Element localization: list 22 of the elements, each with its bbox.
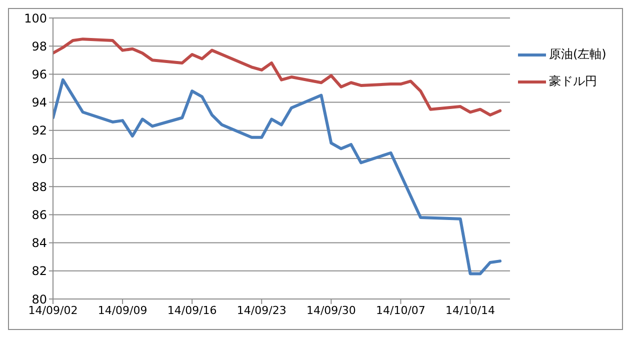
- x-tick-label: 14/09/16: [167, 304, 217, 317]
- y-tick-label: 80: [32, 292, 47, 306]
- y-tick-label: 82: [32, 264, 47, 278]
- y-tick-label: 98: [32, 39, 47, 54]
- y-tick-label: 88: [32, 180, 47, 194]
- x-tick-label: 14/09/09: [98, 304, 148, 317]
- x-tick-label: 14/10/07: [376, 304, 426, 317]
- x-tick-label: 14/09/02: [28, 304, 78, 317]
- line-series: [53, 38, 502, 116]
- x-tick-label: 14/09/30: [306, 304, 356, 317]
- x-tick-label: 14/09/23: [236, 304, 286, 317]
- x-tick-label: 14/10/14: [446, 304, 495, 317]
- y-tick-label: 86: [32, 208, 47, 222]
- y-tick-label: 92: [32, 124, 47, 138]
- legend-label: 豪ドル円: [549, 73, 597, 90]
- line-series: [53, 78, 502, 276]
- y-tick-label: 90: [32, 152, 47, 166]
- y-tick-label: 96: [32, 67, 47, 82]
- y-tick-label: 84: [32, 236, 47, 250]
- y-tick-label: 94: [32, 96, 47, 110]
- y-tick-label: 100: [24, 11, 47, 26]
- legend-label: 原油(左軸): [549, 46, 606, 63]
